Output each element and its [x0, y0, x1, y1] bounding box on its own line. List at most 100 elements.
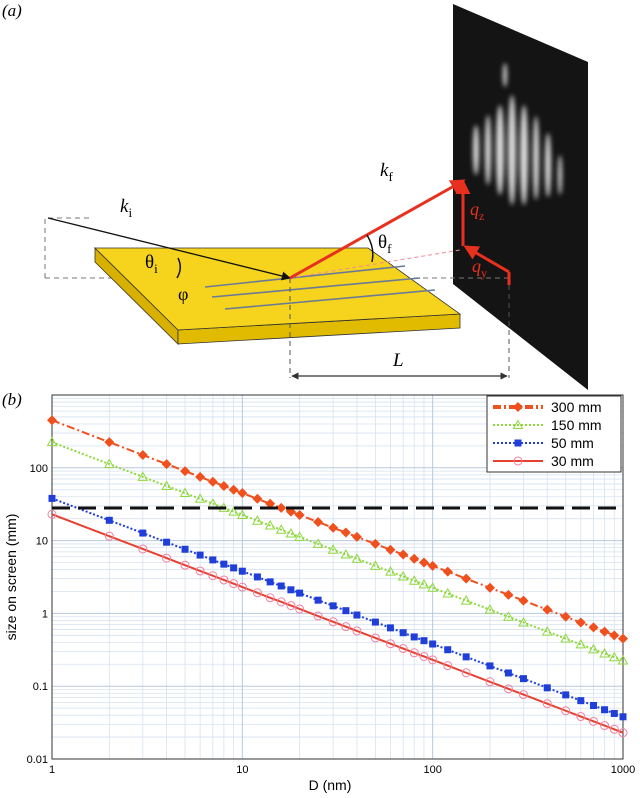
symbol: k [380, 160, 389, 181]
marker [589, 716, 599, 726]
marker [442, 588, 454, 598]
marker [461, 573, 472, 584]
incident-beam [47, 217, 291, 281]
scattered-beam [289, 179, 466, 280]
marker [560, 611, 571, 622]
marker [385, 544, 396, 555]
subscript: i [128, 205, 132, 220]
marker [486, 662, 494, 670]
subscript: z [479, 209, 484, 223]
marker [399, 629, 407, 637]
series-line [51, 513, 624, 734]
marker [252, 515, 263, 525]
marker [420, 637, 428, 645]
marker [370, 538, 381, 549]
marker [385, 639, 395, 649]
marker [599, 626, 610, 637]
ki-label: ki [120, 196, 132, 220]
marker [264, 520, 276, 530]
marker [504, 669, 512, 677]
y-axis-label: size on screen (mm) [3, 514, 19, 641]
marker [294, 509, 305, 520]
marker [370, 560, 381, 570]
marker [276, 502, 287, 513]
marker [542, 699, 552, 709]
marker [541, 626, 553, 636]
substrate-top [94, 247, 462, 331]
marker [610, 709, 618, 717]
marker [341, 622, 351, 632]
distance-label: L [392, 350, 404, 371]
marker [328, 522, 339, 533]
marker [275, 524, 287, 534]
marker [276, 597, 286, 607]
marker [618, 633, 628, 644]
marker [370, 633, 380, 643]
marker [460, 595, 472, 605]
x-tick-label: 100 [423, 764, 441, 776]
marker [103, 458, 115, 469]
x-tick-label: 1 [49, 764, 55, 776]
marker [409, 553, 420, 564]
marker [543, 684, 551, 692]
diagram: (a) ki kf θi θf φ qz qy L [2, 1, 588, 390]
marker [575, 617, 586, 628]
marker [328, 617, 338, 627]
marker [608, 651, 620, 662]
marker [196, 551, 204, 559]
theta-i-label: θi [145, 252, 158, 276]
subscript: f [388, 169, 393, 184]
marker [503, 611, 514, 621]
series-line [51, 441, 624, 662]
marker [277, 582, 285, 590]
marker [312, 538, 324, 548]
y-tick-label: 1 [42, 608, 48, 620]
symbol: θ [145, 252, 154, 273]
marker [137, 471, 149, 481]
kf-label: kf [380, 160, 393, 184]
x-tick-label: 10 [236, 764, 248, 776]
subscript: f [387, 241, 392, 256]
marker [252, 493, 263, 504]
marker [265, 498, 276, 509]
marker [295, 604, 305, 614]
marker [207, 476, 218, 487]
marker [419, 651, 429, 661]
marker [47, 415, 57, 426]
marker [219, 575, 229, 585]
marker [195, 566, 205, 576]
marker [601, 706, 609, 714]
marker [266, 578, 274, 586]
marker [609, 630, 620, 641]
marker [503, 684, 513, 694]
marker [228, 506, 239, 516]
marker [409, 648, 419, 658]
marker [237, 488, 248, 499]
marker [138, 544, 148, 554]
marker [220, 560, 228, 568]
marker [340, 527, 351, 538]
legend-marker [513, 402, 523, 412]
x-axis-label: D (nm) [309, 777, 352, 793]
marker [427, 582, 439, 592]
marker [599, 648, 610, 658]
marker [313, 611, 323, 621]
marker [485, 677, 495, 687]
marker [398, 549, 409, 560]
marker [179, 487, 191, 498]
marker [503, 589, 514, 600]
qy-arrow [463, 245, 510, 274]
marker [253, 573, 261, 581]
symbol: q [472, 256, 481, 276]
marker [342, 607, 350, 615]
marker [352, 626, 362, 636]
marker [238, 567, 246, 575]
marker [329, 602, 337, 610]
symbol: θ [378, 232, 387, 253]
x-tick-label: 1000 [611, 764, 635, 776]
y-tick-label: 0.01 [27, 754, 48, 766]
marker [294, 531, 305, 541]
panel-label: (b) [2, 390, 22, 409]
marker [428, 655, 438, 665]
marker [236, 509, 248, 519]
